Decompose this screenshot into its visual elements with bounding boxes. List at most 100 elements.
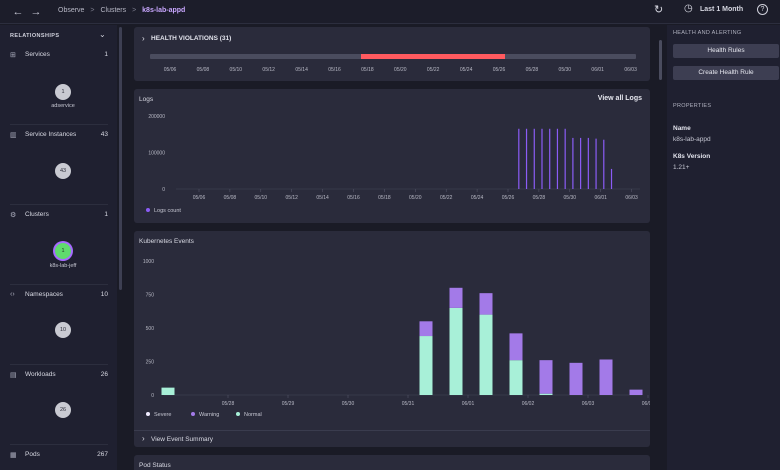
relationship-count: 26	[101, 371, 108, 378]
timeline-tick-label: 05/10	[230, 67, 243, 73]
relationship-node[interactable]: 10	[55, 322, 71, 338]
relationship-node[interactable]: 26	[55, 402, 71, 418]
breadcrumb-separator: >	[90, 7, 94, 14]
x-tick-label: 06/03	[582, 401, 595, 407]
event-bar-normal	[420, 336, 433, 395]
legend-label: Warning	[199, 412, 219, 418]
pod-status-title: Pod Status	[139, 462, 171, 469]
x-tick-label: 05/26	[502, 195, 515, 201]
properties-heading: PROPERTIES	[673, 103, 711, 109]
event-bar-warning	[600, 359, 613, 395]
y-tick-label: 200000	[148, 114, 165, 120]
divider	[134, 430, 650, 431]
service-instances-icon: ▥	[10, 131, 17, 139]
pod-status-card: Pod Status	[134, 455, 650, 470]
y-tick-label: 500	[146, 326, 155, 332]
x-tick-label: 06/03	[625, 195, 638, 201]
event-bar-warning	[510, 333, 523, 360]
y-tick-label: 0	[162, 187, 165, 193]
breadcrumb-current: k8s-lab-appd	[142, 7, 185, 14]
timeline-tick-label: 05/16	[328, 67, 341, 73]
relationship-node-label: adservice	[30, 103, 96, 109]
breadcrumb-clusters[interactable]: Clusters	[100, 7, 126, 14]
health-rules-button[interactable]: Health Rules	[673, 44, 779, 58]
event-bar-normal	[450, 308, 463, 395]
event-bar-normal	[540, 394, 553, 395]
x-tick-label: 05/20	[409, 195, 422, 201]
timeline-tick-label: 05/08	[197, 67, 210, 73]
x-tick-label: 05/30	[564, 195, 577, 201]
relationship-label: Service Instances	[25, 131, 76, 138]
name-value: k8s-lab-appd	[673, 136, 711, 143]
event-bar-warning	[540, 360, 553, 394]
help-icon[interactable]: ?	[757, 4, 768, 15]
chevron-down-icon[interactable]: ⌄	[99, 30, 106, 39]
main-content: › HEALTH VIOLATIONS (31) 05/06 05/08 05/10…	[126, 25, 656, 470]
chevron-right-icon[interactable]: ›	[142, 34, 145, 43]
x-tick-label: 05/29	[282, 401, 295, 407]
relationship-row-service-instances[interactable]: ▥ Service Instances 43	[10, 129, 108, 141]
violation-bar[interactable]	[361, 54, 505, 59]
relationship-node[interactable]: 43	[55, 163, 71, 179]
forward-arrow-icon[interactable]: →	[29, 5, 43, 19]
relationship-label: Workloads	[25, 371, 56, 378]
divider	[10, 204, 108, 205]
event-bar-normal	[510, 360, 523, 395]
y-tick-label: 1000	[143, 259, 154, 265]
x-tick-label: 05/28	[533, 195, 546, 201]
breadcrumb-separator: >	[132, 7, 136, 14]
clock-icon: ◷	[684, 3, 693, 19]
kubernetes-events-card: Kubernetes Events 1000 750 500 250 0 05/28 05/…	[134, 231, 650, 447]
view-event-summary-toggle[interactable]: View Event Summary	[151, 436, 213, 443]
pods-icon: ▦	[10, 451, 17, 459]
legend-label: Severe	[154, 412, 171, 418]
timeline-tick-label: 05/06	[164, 67, 177, 73]
timeline-tick-label: 05/12	[262, 67, 275, 73]
k8s-version-label: K8s Version	[673, 153, 710, 160]
sidebar-scrollbar[interactable]	[119, 27, 122, 290]
health-violations-timeline[interactable]	[150, 54, 636, 59]
relationship-row-namespaces[interactable]: ‹› Namespaces 10	[10, 289, 108, 301]
details-panel: HEALTH AND ALERTING Health Rules Create …	[667, 25, 780, 470]
chevron-right-icon[interactable]: ›	[142, 434, 145, 443]
relationship-count: 267	[97, 451, 108, 458]
y-tick-label: 250	[146, 360, 155, 366]
relationship-row-pods[interactable]: ▦ Pods 267	[10, 449, 108, 461]
divider	[10, 124, 108, 125]
event-bar-normal	[480, 315, 493, 395]
legend-swatch	[146, 208, 150, 212]
relationship-node[interactable]: 1	[55, 84, 71, 100]
health-violations-title[interactable]: HEALTH VIOLATIONS (31)	[151, 35, 231, 42]
relationship-node-selected[interactable]: 1	[55, 243, 71, 259]
relationship-row-services[interactable]: ⊞ Services 1	[10, 49, 108, 61]
x-tick-label: 05/31	[402, 401, 415, 407]
relationship-node-label: k8s-lab-jeff	[30, 263, 96, 269]
event-bar-warning	[420, 321, 433, 336]
timeline-tick-label: 06/01	[591, 67, 604, 73]
back-arrow-icon[interactable]: ←	[11, 5, 25, 19]
x-tick-label: 05/16	[347, 195, 360, 201]
logs-card: Logs View all Logs 200000 100000 0 05/06 05/…	[134, 89, 650, 223]
legend-label: Logs count	[154, 208, 181, 214]
main-scrollbar[interactable]	[659, 40, 662, 80]
cluster-icon: ⚙	[10, 211, 16, 219]
relationship-count: 43	[101, 131, 108, 138]
divider	[10, 364, 108, 365]
legend-swatch	[236, 412, 240, 416]
k8s-version-value: 1.21+	[673, 164, 689, 171]
divider	[10, 444, 108, 445]
relationship-row-clusters[interactable]: ⚙ Clusters 1	[10, 209, 108, 221]
relationship-count: 10	[101, 291, 108, 298]
y-tick-label: 0	[151, 393, 154, 399]
x-tick-label: 05/18	[378, 195, 391, 201]
relationship-label: Namespaces	[25, 291, 63, 298]
kubernetes-events-chart: 1000750500250005/28 05/29 05/30 05/31 06/01 0…	[134, 231, 650, 431]
x-tick-label: 05/28	[222, 401, 235, 407]
relationship-row-workloads[interactable]: ▤ Workloads 26	[10, 369, 108, 381]
x-tick-label: 05/22	[440, 195, 453, 201]
time-range-selector[interactable]: Last 1 Month	[700, 6, 743, 22]
divider	[10, 284, 108, 285]
breadcrumb-observe[interactable]: Observe	[58, 7, 84, 14]
refresh-icon[interactable]: ↻	[654, 3, 663, 19]
create-health-rule-button[interactable]: Create Health Rule	[673, 66, 779, 80]
